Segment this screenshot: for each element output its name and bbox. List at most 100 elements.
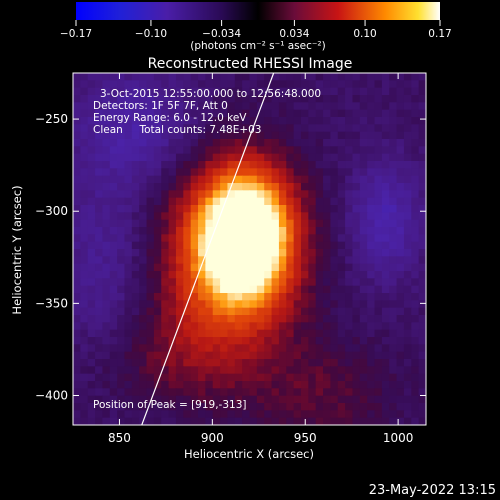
- heatmap-cell: [293, 403, 302, 411]
- heatmap-cell: [146, 359, 155, 367]
- heatmap-cell: [345, 417, 354, 425]
- heatmap-cell: [381, 205, 390, 213]
- heatmap-cell: [337, 395, 346, 404]
- heatmap-cell: [264, 417, 273, 425]
- heatmap-cell: [131, 124, 140, 133]
- heatmap-cell: [242, 395, 251, 404]
- heatmap-cell: [73, 153, 81, 162]
- heatmap-cell: [396, 153, 405, 162]
- heatmap-cell: [227, 381, 236, 389]
- heatmap-cell: [168, 161, 177, 169]
- heatmap-cell: [389, 146, 398, 155]
- heatmap-cell: [264, 190, 273, 199]
- heatmap-cell: [131, 241, 140, 250]
- heatmap-cell: [337, 168, 346, 177]
- heatmap-cell: [153, 234, 162, 243]
- heatmap-cell: [124, 256, 133, 265]
- heatmap-cell: [220, 359, 229, 367]
- heatmap-cell: [330, 73, 339, 81]
- heatmap-cell: [124, 124, 133, 133]
- heatmap-cell: [183, 322, 192, 331]
- heatmap-cell: [161, 410, 170, 419]
- heatmap-cell: [205, 373, 214, 382]
- heatmap-cell: [308, 315, 317, 323]
- heatmap-cell: [131, 102, 140, 111]
- heatmap-cell: [220, 212, 229, 221]
- heatmap-cell: [315, 307, 324, 316]
- heatmap-cell: [249, 212, 258, 221]
- heatmap-cell: [109, 395, 118, 404]
- heatmap-cell: [359, 197, 368, 206]
- heatmap-cell: [264, 205, 273, 213]
- heatmap-cell: [190, 87, 199, 96]
- heatmap-cell: [153, 131, 162, 140]
- heatmap-cell: [389, 117, 398, 125]
- heatmap-cell: [381, 403, 390, 411]
- heatmap-cell: [220, 344, 229, 353]
- heatmap-cell: [359, 293, 368, 301]
- heatmap-cell: [396, 227, 405, 235]
- heatmap-cell: [315, 95, 324, 103]
- heatmap-cell: [396, 87, 405, 96]
- heatmap-cell: [183, 381, 192, 389]
- heatmap-cell: [367, 102, 376, 111]
- heatmap-cell: [337, 359, 346, 367]
- heatmap-cell: [227, 124, 236, 133]
- heatmap-cell: [418, 131, 426, 140]
- heatmap-cell: [153, 117, 162, 125]
- heatmap-cell: [293, 153, 302, 162]
- heatmap-cell: [411, 117, 420, 125]
- heatmap-cell: [139, 329, 148, 338]
- heatmap-cell: [264, 124, 273, 133]
- heatmap-cell: [278, 417, 287, 425]
- heatmap-cell: [183, 315, 192, 323]
- heatmap-cell: [323, 329, 331, 338]
- heatmap-cell: [330, 80, 339, 89]
- heatmap-cell: [418, 300, 426, 309]
- heatmap-cell: [403, 249, 412, 257]
- heatmap-cell: [249, 131, 258, 140]
- heatmap-cell: [220, 256, 229, 265]
- heatmap-cell: [73, 219, 81, 228]
- heatmap-cell: [308, 146, 317, 155]
- heatmap-cell: [220, 183, 229, 191]
- heatmap-cell: [124, 263, 133, 272]
- heatmap-cell: [278, 102, 287, 111]
- heatmap-cell: [183, 263, 192, 272]
- heatmap-cell: [323, 351, 331, 360]
- heatmap-cell: [227, 161, 236, 169]
- heatmap-cell: [131, 153, 140, 162]
- heatmap-cell: [87, 219, 96, 228]
- heatmap-cell: [242, 300, 251, 309]
- heatmap-cell: [124, 249, 133, 257]
- heatmap-cell: [220, 300, 229, 309]
- heatmap-cell: [389, 263, 398, 272]
- heatmap-cell: [73, 131, 81, 140]
- heatmap-cell: [102, 322, 111, 331]
- heatmap-cell: [146, 256, 155, 265]
- heatmap-cell: [278, 373, 287, 382]
- heatmap-cell: [227, 322, 236, 331]
- heatmap-cell: [183, 124, 192, 133]
- heatmap-cell: [337, 344, 346, 353]
- heatmap-cell: [411, 322, 420, 331]
- heatmap-cell: [308, 337, 317, 345]
- heatmap-cell: [249, 95, 258, 103]
- heatmap-cell: [271, 293, 280, 301]
- heatmap-cell: [286, 109, 295, 118]
- heatmap-cell: [139, 271, 148, 279]
- colorbar-tick-label: −0.10: [135, 28, 167, 40]
- heatmap-cell: [80, 168, 89, 177]
- heatmap-cell: [367, 234, 376, 243]
- heatmap-cell: [205, 403, 214, 411]
- heatmap-cell: [278, 205, 287, 213]
- heatmap-cell: [95, 315, 104, 323]
- heatmap-cell: [323, 102, 331, 111]
- heatmap-cell: [109, 249, 118, 257]
- heatmap-cell: [345, 80, 354, 89]
- heatmap-cell: [315, 212, 324, 221]
- heatmap-cell: [198, 256, 206, 265]
- heatmap-cell: [389, 381, 398, 389]
- heatmap-cell: [205, 161, 214, 169]
- heatmap-cell: [95, 175, 104, 184]
